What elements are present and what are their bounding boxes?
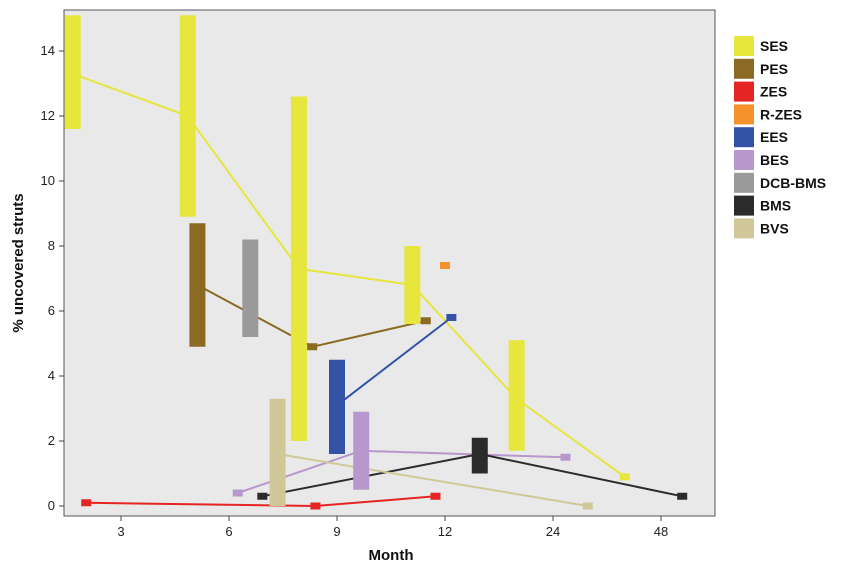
legend-swatch xyxy=(734,195,754,216)
range-bar xyxy=(329,359,345,454)
range-bar xyxy=(440,262,450,269)
range-bar xyxy=(269,398,286,506)
y-axis-title: % uncovered struts xyxy=(10,193,27,332)
legend-label: EES xyxy=(760,129,788,145)
x-tick-label: 12 xyxy=(438,524,452,539)
y-tick-label: 0 xyxy=(48,498,55,513)
series-line xyxy=(72,72,626,478)
plot-area xyxy=(63,9,716,517)
y-tick-label: 6 xyxy=(48,303,55,318)
y-tick-label: 14 xyxy=(41,43,55,58)
y-tick-label: 4 xyxy=(48,368,55,383)
y-tick-label: 2 xyxy=(48,433,55,448)
series-line xyxy=(336,316,453,407)
x-axis-title: Month xyxy=(369,547,414,564)
x-tick-label: 48 xyxy=(654,524,668,539)
series-line xyxy=(277,453,588,507)
range-bar xyxy=(307,343,318,351)
range-bar xyxy=(242,239,259,337)
range-bar xyxy=(420,317,431,325)
range-bars xyxy=(64,15,688,510)
legend-label: ZES xyxy=(760,84,787,100)
legend-swatch xyxy=(734,218,754,239)
legend-swatch xyxy=(734,172,754,193)
legend-label: PES xyxy=(760,61,788,77)
y-axis: 0 2 4 6 8 10 12 14 xyxy=(41,43,64,513)
range-bar xyxy=(508,340,525,451)
legend-label: R-ZES xyxy=(760,106,802,122)
range-bar xyxy=(430,492,441,500)
range-bar xyxy=(446,314,457,321)
x-tick-label: 6 xyxy=(225,524,232,539)
x-tick-label: 9 xyxy=(333,524,340,539)
range-bar xyxy=(582,502,593,510)
legend-swatch xyxy=(734,150,754,170)
range-bar xyxy=(189,223,206,347)
x-tick-label: 3 xyxy=(117,524,124,539)
legend-swatch xyxy=(734,58,754,79)
range-bar xyxy=(232,489,243,497)
legend-label: SES xyxy=(760,38,788,54)
y-tick-label: 12 xyxy=(41,108,55,123)
range-bar xyxy=(619,473,630,481)
legend: SES PES ZES R-ZES EES BES DCB-BMS BMS BVS xyxy=(734,36,826,239)
y-tick-label: 8 xyxy=(48,238,55,253)
x-axis: 3 6 9 12 24 48 xyxy=(117,516,668,539)
legend-label: BES xyxy=(760,152,789,168)
range-bar xyxy=(560,453,571,461)
legend-label: BMS xyxy=(760,198,791,214)
legend-swatch xyxy=(734,81,754,102)
legend-swatch xyxy=(734,104,754,125)
range-bar xyxy=(310,502,321,510)
range-bar xyxy=(471,437,488,474)
legend-label: DCB-BMS xyxy=(760,175,826,191)
range-bar xyxy=(677,492,688,500)
y-tick-label: 10 xyxy=(41,173,55,188)
x-tick-label: 24 xyxy=(546,524,560,539)
range-bar xyxy=(81,499,92,507)
range-bar xyxy=(290,96,307,441)
range-bar xyxy=(404,246,421,324)
range-bar xyxy=(179,15,196,217)
legend-swatch xyxy=(734,127,754,148)
range-bar xyxy=(353,411,370,490)
legend-label: BVS xyxy=(760,220,789,236)
range-bar xyxy=(64,15,81,129)
range-bar xyxy=(257,492,268,500)
legend-swatch xyxy=(734,36,754,56)
